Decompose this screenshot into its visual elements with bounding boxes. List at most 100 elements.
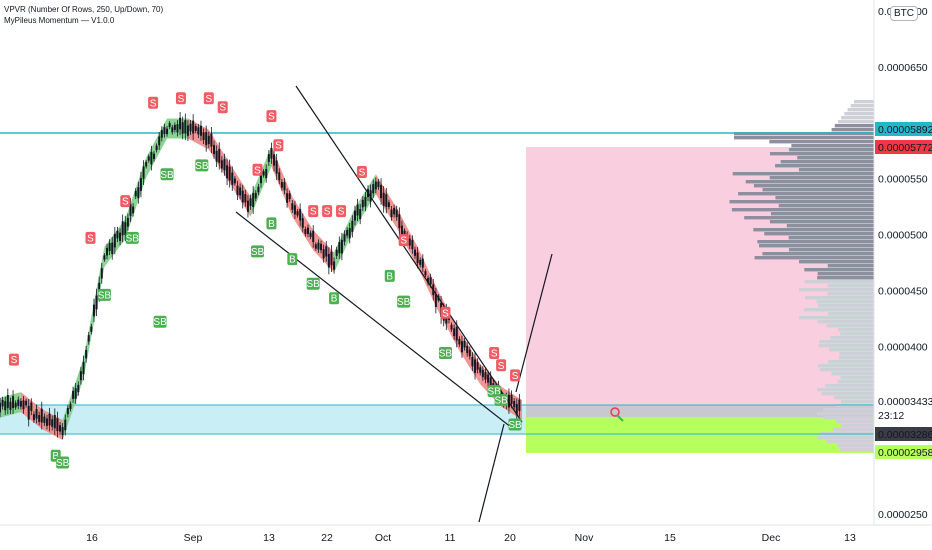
pencil-marker-icon[interactable] [610, 407, 624, 422]
price-tick-label: 0.0000550 [878, 174, 928, 186]
candle-body [453, 328, 456, 337]
currency-label[interactable]: BTC [890, 6, 918, 21]
buy-signal-badge: SB [494, 393, 508, 406]
candle-body [223, 159, 226, 171]
legend-vpvr[interactable]: VPVR (Number Of Rows, 250, Up/Down, 70) [4, 5, 164, 14]
price-tag: 0.00005892 [875, 122, 932, 136]
candle-body [320, 243, 323, 251]
price-tick-label: 0.0000500 [878, 230, 928, 242]
candle-body [270, 147, 273, 159]
price-tags: 0.00005892 0.00005772 0.00003433 23:12 0.000… [875, 122, 932, 459]
volume-profile-bar [850, 104, 874, 108]
legend-momentum[interactable]: MyPileus Momentum — V1.0.0 [4, 16, 115, 25]
volume-profile-bar [738, 192, 874, 196]
volume-profile-bar [819, 368, 874, 372]
candle-body [471, 356, 474, 367]
price-tag-label: 0.00005772 [878, 142, 932, 154]
candle-body [163, 127, 166, 135]
volume-profile-bar [841, 116, 874, 120]
sell-signal-badge: S [175, 92, 186, 105]
volume-profile-bar [805, 296, 874, 300]
candle-body [239, 187, 242, 196]
candle-body [194, 126, 197, 131]
candle-body [377, 181, 380, 188]
sell-signal-badge: S [273, 139, 284, 152]
price-axis[interactable]: 0.00007000.00006500.00005500.00005000.00… [878, 6, 928, 521]
volume-profile-bar [832, 428, 874, 432]
candle-body [489, 377, 492, 390]
time-axis[interactable]: 16 Sep 13 22 Oct 11 20 Nov 15 Dec 13 [86, 532, 856, 544]
volume-profile-bar [780, 160, 874, 164]
candle-body [14, 402, 17, 408]
candle-body [395, 209, 398, 218]
candle-body [205, 132, 208, 146]
volume-profile-bar [817, 276, 874, 280]
volume-profile-bar [745, 180, 874, 184]
candle-body [322, 249, 325, 259]
signal-badge-label: SB [439, 348, 453, 359]
trendline-lower[interactable] [235, 211, 513, 429]
sell-signal-badge: S [510, 369, 521, 382]
volume-profile-bar [788, 236, 874, 240]
candle-body [231, 172, 234, 185]
candle-body [346, 229, 349, 236]
candle-body [296, 211, 299, 216]
price-tag: 0.00003433 [875, 394, 932, 408]
signal-badge-label: SB [126, 233, 140, 244]
candle-body [427, 277, 430, 283]
candle-body [515, 403, 518, 415]
candle-body [121, 221, 124, 236]
candle-body [487, 374, 490, 383]
candle-body [22, 400, 25, 410]
volume-profile-bar [731, 208, 874, 212]
time-tick-label: 16 [86, 532, 98, 544]
candle-body [119, 232, 122, 242]
projection-line-up[interactable] [515, 253, 553, 393]
candle-body [32, 414, 35, 421]
candle-body [186, 125, 189, 136]
signal-badge-label: SB [160, 170, 174, 181]
candle-body [265, 168, 268, 179]
candle-body [283, 182, 286, 191]
volume-profile-bar [775, 196, 874, 200]
candle-body [507, 394, 510, 408]
candle-body [236, 185, 239, 196]
signal-badge-label: S [87, 233, 94, 244]
volume-profile-bar [770, 152, 874, 156]
volume-profile-bar [769, 140, 874, 144]
candle-body [301, 218, 304, 228]
candle-body [458, 338, 461, 345]
candle-body [348, 228, 351, 239]
buy-signal-badge: SB [160, 168, 174, 181]
candle-body [252, 193, 255, 207]
signal-badge-label: S [275, 141, 282, 152]
signal-badge-label: B [289, 255, 296, 266]
candle-body [139, 178, 142, 191]
volume-profile-bar [827, 284, 874, 288]
time-tick-label: Nov [575, 532, 594, 544]
candle-body [309, 232, 312, 238]
candle-body [416, 252, 419, 264]
signal-badge-label: B [52, 451, 59, 462]
sell-signal-badge: S [203, 92, 214, 105]
candle-body [466, 345, 469, 354]
candle-body [51, 419, 54, 427]
candle-body [145, 162, 148, 167]
volume-profile-bar [833, 396, 874, 400]
candle-body [312, 230, 315, 243]
volume-profile-bar [817, 272, 874, 276]
signal-badge-label: S [268, 112, 275, 123]
sell-signal-badge: S [252, 163, 263, 176]
volume-profile-bar [830, 336, 874, 340]
volume-profile-bar [827, 360, 874, 364]
trendline-upper[interactable] [295, 85, 523, 423]
volume-profile-bar [817, 388, 874, 392]
sell-signal-badge: S [398, 234, 409, 247]
buy-signal-badge: SB [251, 245, 265, 258]
projection-line-down[interactable] [478, 423, 505, 523]
candle-body [155, 145, 158, 151]
indicator-legend[interactable]: VPVR (Number Of Rows, 250, Up/Down, 70) … [4, 4, 163, 26]
candle-body [382, 192, 385, 207]
buy-signal-badge: SB [307, 277, 320, 290]
